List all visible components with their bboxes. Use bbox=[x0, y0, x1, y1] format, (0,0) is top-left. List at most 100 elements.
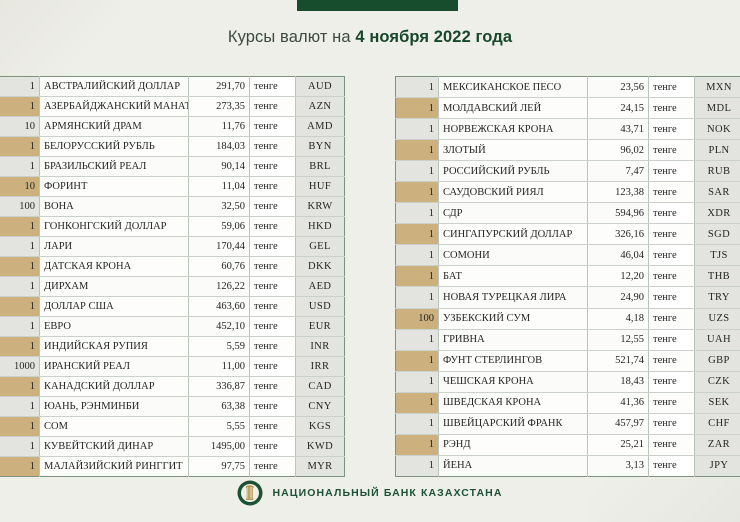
page-title-prefix: Курсы валют на bbox=[227, 28, 356, 46]
table-row: 1 РОССИЙСКИЙ РУБЛЬ 7,47 тенге RUB bbox=[395, 160, 740, 183]
rate-value: 521,74 bbox=[587, 350, 649, 372]
rate-unit: 1 bbox=[0, 316, 40, 337]
rate-unit: 1 bbox=[395, 392, 439, 414]
rate-unit: 1 bbox=[395, 286, 439, 309]
rate-value: 594,96 bbox=[587, 202, 649, 225]
rate-unit: 1 bbox=[0, 76, 40, 97]
rate-currency-word: тенге bbox=[648, 286, 695, 309]
rate-currency-code: UZS bbox=[694, 308, 740, 330]
rate-currency-word: тенге bbox=[249, 156, 296, 177]
rate-value: 97,75 bbox=[188, 456, 250, 477]
rate-unit: 1 bbox=[0, 296, 40, 317]
rate-value: 273,35 bbox=[188, 96, 250, 117]
rate-value: 63,38 bbox=[188, 396, 250, 417]
table-row: 1 НОВАЯ ТУРЕЦКАЯ ЛИРА 24,90 тенге TRY bbox=[395, 286, 740, 309]
rate-currency-word: тенге bbox=[648, 118, 695, 141]
rate-currency-word: тенге bbox=[249, 96, 296, 117]
rate-currency-code: CNY bbox=[295, 396, 345, 417]
rates-table-right-body: 1 МЕКСИКАНСКОЕ ПЕСО 23,56 тенге MXN 1 МОЛДАВСК… bbox=[395, 76, 740, 477]
rate-currency-name: НОВАЯ ТУРЕЦКАЯ ЛИРА bbox=[438, 286, 588, 309]
rate-currency-word: тенге bbox=[249, 176, 296, 197]
rate-value: 291,70 bbox=[188, 76, 250, 97]
rate-currency-word: тенге bbox=[249, 396, 296, 417]
rate-currency-code: SEK bbox=[694, 392, 740, 414]
table-row: 1 БАТ 12,20 тенге THB bbox=[395, 265, 740, 288]
rate-currency-word: тенге bbox=[249, 116, 296, 137]
rate-currency-code: AED bbox=[295, 276, 345, 297]
rate-currency-word: тенге bbox=[249, 316, 296, 337]
rate-currency-name: ИРАНСКИЙ РЕАЛ bbox=[39, 356, 189, 377]
rates-table-left-body: 1 АВСТРАЛИЙСКИЙ ДОЛЛАР 291,70 тенге AUD 1 АЗЕР… bbox=[0, 76, 345, 477]
rate-unit: 100 bbox=[0, 196, 40, 217]
rate-currency-code: CZK bbox=[694, 371, 740, 393]
rate-currency-name: ЕВРО bbox=[39, 316, 189, 337]
rate-currency-word: тенге bbox=[648, 202, 695, 225]
rate-currency-code: SAR bbox=[694, 181, 740, 204]
rate-currency-name: АВСТРАЛИЙСКИЙ ДОЛЛАР bbox=[39, 76, 189, 97]
rate-value: 123,38 bbox=[587, 181, 649, 204]
table-row: 100 УЗБЕКСКИЙ СУМ 4,18 тенге UZS bbox=[395, 308, 740, 330]
rate-unit: 1 bbox=[0, 416, 40, 437]
rate-currency-name: ФУНТ СТЕРЛИНГОВ bbox=[438, 350, 588, 372]
table-row: 1 ДИРХАМ 126,22 тенге AED bbox=[0, 276, 345, 297]
rate-currency-word: тенге bbox=[249, 356, 296, 377]
rate-value: 46,04 bbox=[587, 244, 649, 267]
rate-value: 457,97 bbox=[587, 413, 649, 435]
rate-currency-name: БЕЛОРУССКИЙ РУБЛЬ bbox=[39, 136, 189, 157]
rate-currency-word: тенге bbox=[648, 160, 695, 183]
table-row: 1 АЗЕРБАЙДЖАНСКИЙ МАНАТ 273,35 тенге AZN bbox=[0, 96, 345, 117]
rate-currency-code: IRR bbox=[295, 356, 345, 377]
rate-value: 4,18 bbox=[587, 308, 649, 330]
footer: НАЦИОНАЛЬНЫЙ БАНК КАЗАХСТАНА bbox=[0, 479, 740, 507]
table-row: 100 ВОНА 32,50 тенге KRW bbox=[0, 196, 345, 217]
rate-currency-name: РЭНД bbox=[438, 434, 588, 456]
rate-unit: 1 bbox=[0, 216, 40, 237]
rates-table-right: 1 МЕКСИКАНСКОЕ ПЕСО 23,56 тенге MXN 1 МОЛДАВСК… bbox=[395, 76, 740, 477]
rate-currency-word: тенге bbox=[249, 136, 296, 157]
table-row: 1 БЕЛОРУССКИЙ РУБЛЬ 184,03 тенге BYN bbox=[0, 136, 345, 157]
rate-currency-code: HUF bbox=[295, 176, 345, 197]
rate-unit: 1 bbox=[395, 181, 439, 204]
rate-value: 32,50 bbox=[188, 196, 250, 217]
rate-value: 12,55 bbox=[587, 329, 649, 351]
rate-currency-name: ДОЛЛАР США bbox=[39, 296, 189, 317]
rate-currency-word: тенге bbox=[648, 455, 695, 477]
rate-unit: 1 bbox=[395, 350, 439, 372]
rate-currency-name: ШВЕЙЦАРСКИЙ ФРАНК bbox=[438, 413, 588, 435]
rate-currency-code: AZN bbox=[295, 96, 345, 117]
rate-currency-code: TRY bbox=[694, 286, 740, 309]
table-row: 10 ФОРИНТ 11,04 тенге HUF bbox=[0, 176, 345, 197]
rate-currency-code: BYN bbox=[295, 136, 345, 157]
rate-currency-word: тенге bbox=[648, 97, 695, 120]
rate-currency-word: тенге bbox=[249, 236, 296, 257]
rate-currency-code: ZAR bbox=[694, 434, 740, 456]
nbk-emblem-icon bbox=[237, 479, 282, 507]
rate-currency-name: САУДОВСКИЙ РИЯЛ bbox=[438, 181, 588, 204]
rate-value: 463,60 bbox=[188, 296, 250, 317]
rate-unit: 1 bbox=[0, 436, 40, 457]
rate-currency-word: тенге bbox=[648, 308, 695, 330]
rate-unit: 1 bbox=[0, 276, 40, 297]
rate-currency-code: GBP bbox=[694, 350, 740, 372]
table-row: 1 ГОНКОНГСКИЙ ДОЛЛАР 59,06 тенге HKD bbox=[0, 216, 345, 237]
rate-currency-code: HKD bbox=[295, 216, 345, 237]
rate-currency-code: BRL bbox=[295, 156, 345, 177]
rate-value: 43,71 bbox=[587, 118, 649, 141]
rate-unit: 1 bbox=[0, 136, 40, 157]
rate-value: 23,56 bbox=[587, 76, 649, 99]
rate-value: 336,87 bbox=[188, 376, 250, 397]
rate-currency-name: СДР bbox=[438, 202, 588, 225]
rate-currency-name: БАТ bbox=[438, 265, 588, 288]
rate-unit: 1 bbox=[0, 236, 40, 257]
rate-currency-code: SGD bbox=[694, 223, 740, 246]
rate-unit: 1 bbox=[395, 455, 439, 477]
page-title-date: 4 ноября 2022 года bbox=[355, 28, 513, 46]
rate-currency-name: МАЛАЙЗИЙСКИЙ РИНГГИТ bbox=[39, 456, 189, 477]
rate-currency-code: NOK bbox=[694, 118, 740, 141]
rate-currency-word: тенге bbox=[648, 329, 695, 351]
rate-currency-name: БРАЗИЛЬСКИЙ РЕАЛ bbox=[39, 156, 189, 177]
rate-currency-name: КУВЕЙТСКИЙ ДИНАР bbox=[39, 436, 189, 457]
rate-currency-name: ВОНА bbox=[39, 196, 189, 217]
rate-currency-code: RUB bbox=[694, 160, 740, 183]
rate-currency-word: тенге bbox=[249, 216, 296, 237]
